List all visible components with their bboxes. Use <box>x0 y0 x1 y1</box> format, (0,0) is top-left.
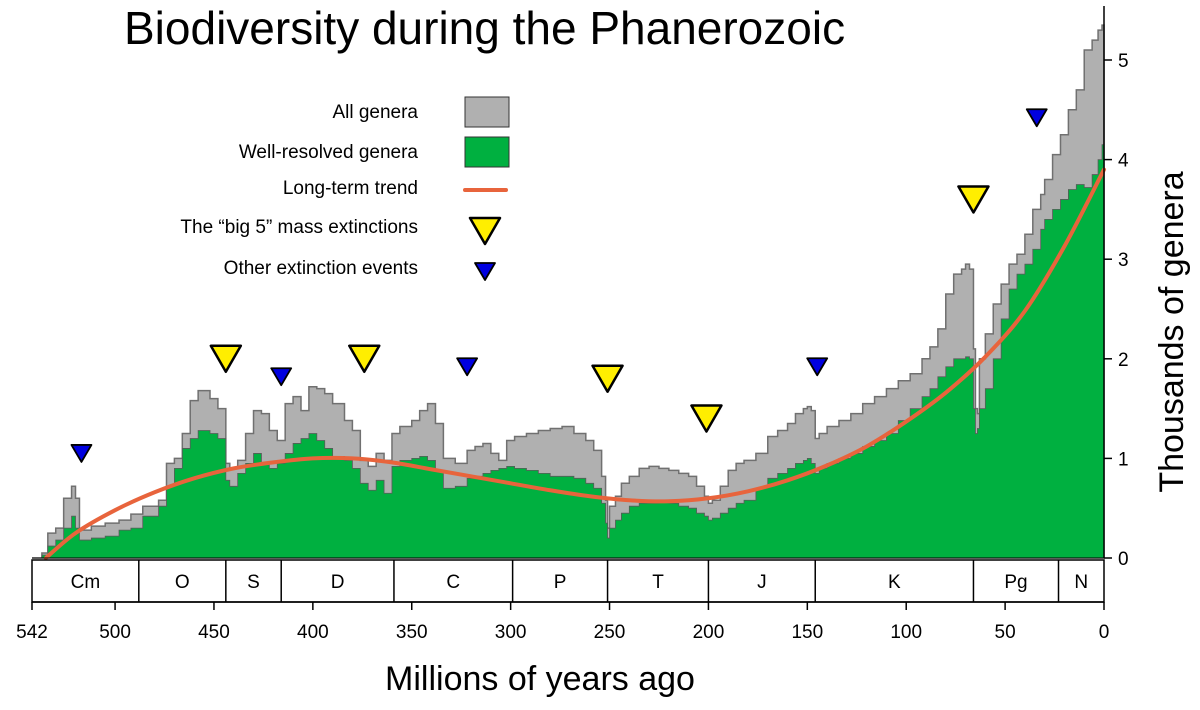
x-tick-label: 100 <box>890 622 922 643</box>
x-axis: 542 500 450 400 350 300 250 200 150 100 50 0 <box>16 601 1110 643</box>
x-tick-label: 300 <box>495 622 527 643</box>
x-tick-label: 0 <box>1099 622 1110 643</box>
period-label: Pg <box>1004 572 1027 593</box>
other-extinction-marker <box>270 367 293 387</box>
y-tick-label: 0 <box>1118 549 1129 570</box>
period-label: T <box>652 572 664 593</box>
other-extinction-marker <box>1025 108 1048 128</box>
y-tick-label: 4 <box>1118 151 1129 172</box>
legend: All genera Well-resolved genera Long-term … <box>180 96 510 281</box>
y-axis-label: Thousands of genera <box>1153 171 1191 492</box>
legend-other-triangle <box>474 262 496 281</box>
big-5-extinction-marker <box>957 185 990 214</box>
period-label: J <box>757 572 767 593</box>
big-5-extinction-marker <box>348 344 381 374</box>
y-tick-label: 2 <box>1118 350 1129 371</box>
y-axis: 0 1 2 3 4 5 <box>32 6 1129 570</box>
legend-big-5-triangle <box>468 216 502 246</box>
other-extinction-marker <box>456 357 479 377</box>
x-axis-label: Millions of years ago <box>385 660 695 698</box>
period-label: Cm <box>71 572 101 593</box>
x-tick-label: 150 <box>791 622 823 643</box>
period-label: S <box>247 572 260 593</box>
other-extinction-marker <box>806 357 829 377</box>
x-tick-label: 450 <box>198 622 230 643</box>
legend-label: Well-resolved genera <box>239 142 419 163</box>
plot-area <box>32 24 1106 560</box>
big-5-extinction-marker <box>690 404 723 433</box>
y-tick-label: 1 <box>1118 449 1129 470</box>
chart-title: Biodiversity during the Phanerozoic <box>124 2 845 54</box>
big-5-extinction-marker <box>209 344 243 374</box>
period-label: K <box>888 572 901 593</box>
y-tick-label: 3 <box>1118 250 1129 271</box>
legend-label: The “big 5” mass extinctions <box>180 217 418 238</box>
y-tick-label: 5 <box>1118 51 1129 72</box>
x-tick-label: 250 <box>594 622 626 643</box>
series-long-term-trend-line <box>43 167 1106 560</box>
series-well-resolved-area <box>32 139 1105 559</box>
big-5-extinction-marker <box>591 364 624 393</box>
x-tick-label: 542 <box>16 622 48 643</box>
legend-swatch <box>464 136 510 168</box>
x-tick-label: 350 <box>396 622 428 643</box>
legend-swatch <box>464 96 510 128</box>
x-tick-label: 400 <box>297 622 329 643</box>
legend-label: All genera <box>332 102 418 123</box>
period-label: C <box>446 572 460 593</box>
period-bar: Cm O S D C P T J K Pg N <box>31 559 1105 603</box>
period-bar-frame <box>31 559 1105 603</box>
period-label: D <box>331 572 345 593</box>
legend-label: Other extinction events <box>224 258 418 279</box>
x-tick-label: 50 <box>995 622 1016 643</box>
other-extinction-marker <box>70 444 93 463</box>
x-tick-label: 200 <box>693 622 725 643</box>
x-tick-label: 500 <box>99 622 131 643</box>
period-label: N <box>1074 572 1088 593</box>
period-label: O <box>175 572 190 593</box>
legend-label: Long-term trend <box>283 178 418 199</box>
period-label: P <box>554 572 567 593</box>
extinction-markers <box>70 108 1048 463</box>
